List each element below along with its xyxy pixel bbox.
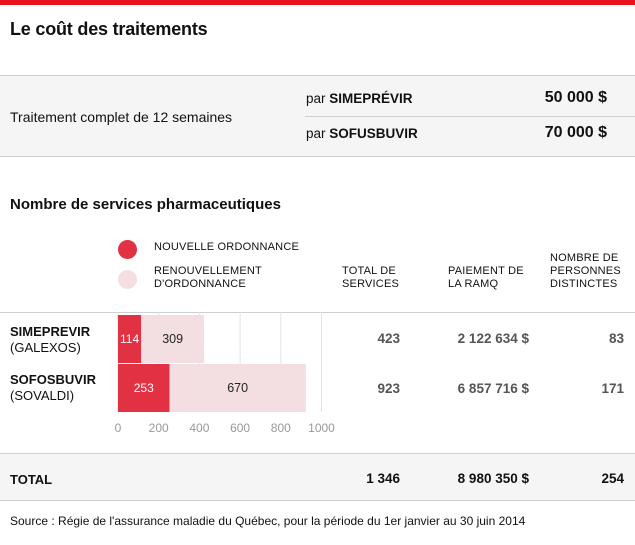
source-note: Source : Régie de l'assurance maladie du… (10, 514, 526, 528)
cost-drug-label: par SIMEPRÉVIR (306, 91, 413, 106)
row-persons: 171 (601, 381, 624, 396)
row-total-services: 423 (377, 331, 400, 346)
header-line: PERSONNES (550, 265, 621, 277)
row-payment: 6 857 716 $ (457, 381, 529, 396)
section-subtitle: Nombre de services pharmaceutiques (10, 196, 281, 213)
row-drug-brand: (GALEXOS) (10, 340, 81, 355)
cost-row-sofusbuvir: par SOFUSBUVIR 70 000 $ (305, 117, 635, 158)
x-tick-label: 1000 (308, 421, 335, 435)
cost-drug-name: SOFUSBUVIR (329, 126, 418, 141)
header-line: SERVICES (342, 278, 400, 290)
column-header-total: TOTAL DE SERVICES (342, 265, 399, 291)
cost-drug-label: par SOFUSBUVIR (306, 126, 418, 141)
cost-drug-name: SIMEPRÉVIR (329, 91, 413, 106)
row-payment: 2 122 634 $ (457, 331, 529, 346)
bar-new (118, 315, 142, 363)
legend-label-new: NOUVELLE ORDONNANCE (154, 241, 299, 253)
bar-renew (141, 315, 205, 363)
legend-swatch-renew (118, 270, 137, 289)
totals-services: 1 346 (366, 471, 400, 486)
x-tick-label: 200 (149, 421, 169, 435)
x-tick-label: 600 (230, 421, 250, 435)
top-accent-bar (0, 0, 635, 5)
row-total-services: 923 (377, 381, 400, 396)
totals-row: TOTAL 1 346 8 980 350 $ 254 (0, 453, 635, 501)
cost-price: 70 000 $ (544, 124, 607, 141)
row-drug-name: SOFOSBUVIR (10, 372, 96, 387)
table-top-rule (0, 312, 635, 313)
cost-row-simeprevir: par SIMEPRÉVIR 50 000 $ (305, 76, 635, 117)
stacked-bar-chart: 114 309 253 670 0 200 400 600 800 1000 (115, 312, 335, 435)
column-header-payment: PAIEMENT DE LA RAMQ (448, 265, 524, 291)
x-tick-label: 800 (271, 421, 291, 435)
bar-value-label: 309 (162, 332, 183, 346)
totals-label: TOTAL (10, 472, 53, 487)
cost-label: Traitement complet de 12 semaines (10, 109, 233, 125)
x-tick-label: 400 (189, 421, 209, 435)
cost-prefix: par (306, 126, 330, 141)
bar-value-label: 670 (227, 381, 248, 395)
header-line: LA RAMQ (448, 278, 499, 290)
legend-label-renew-line1: RENOUVELLEMENT (154, 265, 262, 277)
header-line: TOTAL DE (342, 265, 396, 277)
column-header-persons: NOMBRE DE PERSONNES DISTINCTES (550, 252, 621, 291)
page-title: Le coût des traitements (10, 19, 208, 39)
bar-value-label: 114 (120, 332, 139, 346)
row-drug-brand: (SOVALDI) (10, 388, 75, 403)
bar-new (118, 364, 170, 412)
header-line: NOMBRE DE (550, 252, 619, 264)
legend-label-renew-line2: D'ORDONNANCE (154, 278, 246, 290)
legend-swatch-new (118, 240, 137, 259)
row-persons: 83 (608, 331, 624, 346)
header-line: DISTINCTES (550, 278, 618, 290)
bar-renew (169, 364, 306, 412)
x-tick-label: 0 (115, 421, 122, 435)
bar-value-label: 253 (134, 381, 154, 395)
totals-payment: 8 980 350 $ (457, 471, 529, 486)
totals-persons: 254 (601, 471, 624, 486)
cost-panel: Traitement complet de 12 semaines par SI… (0, 75, 635, 157)
cost-price: 50 000 $ (544, 89, 607, 106)
cost-prefix: par (306, 91, 330, 106)
row-drug-name: SIMEPREVIR (10, 324, 91, 339)
header-line: PAIEMENT DE (448, 265, 524, 277)
